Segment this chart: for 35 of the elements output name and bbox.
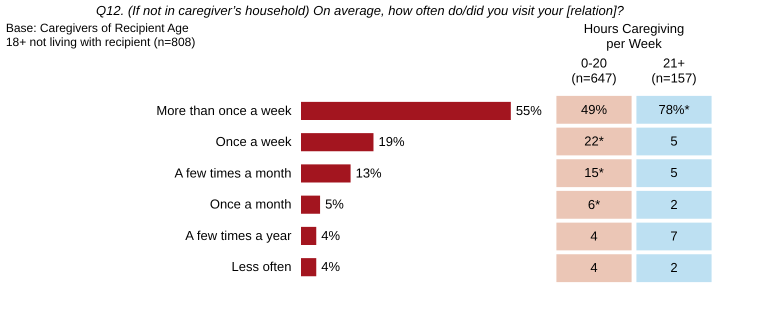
text: 4: [590, 260, 598, 276]
text: 2: [670, 260, 678, 276]
text: Base: Caregivers of Recipient Age 18+ not living with recipient (n=808): [6, 21, 196, 49]
category-label: 21+ (n=157): [651, 56, 697, 86]
text: 4: [590, 228, 598, 244]
text: 7: [670, 228, 678, 244]
data-label: 55%: [516, 102, 542, 118]
bar: [301, 102, 511, 120]
y-tick-label: A few times a month: [174, 165, 292, 180]
y-tick-label: Less often: [232, 259, 292, 274]
text: 49%: [580, 102, 608, 117]
y-tick-label: A few times a year: [185, 228, 292, 243]
data-label: 5%: [325, 196, 344, 212]
bar: [301, 196, 320, 214]
text: 22*: [584, 134, 604, 148]
data-label: 4%: [321, 259, 340, 274]
text: 5: [670, 165, 678, 180]
text: 15*: [584, 165, 604, 180]
y-tick-label: Once a month: [210, 196, 292, 212]
text: 78%*: [658, 102, 690, 117]
text: 2: [670, 196, 678, 212]
data-label: 19%: [378, 134, 405, 150]
bar: [301, 258, 316, 276]
text: 6*: [588, 196, 600, 212]
text: 5: [670, 134, 678, 148]
y-tick-label: More than once a week: [156, 102, 292, 118]
data-label: 13%: [356, 165, 382, 180]
bar: [301, 133, 374, 152]
data-label: 4%: [321, 228, 340, 243]
text: Hours Caregiving per Week: [584, 21, 684, 51]
bar: [301, 164, 351, 182]
chart-title: Q12. (If not in caregiver’s household) On average, how often do/did you visit your [relation]?: [96, 3, 625, 18]
y-tick-label: Once a week: [216, 134, 292, 150]
bar: [301, 226, 316, 245]
category-label: 0-20 (n=647): [571, 56, 617, 86]
